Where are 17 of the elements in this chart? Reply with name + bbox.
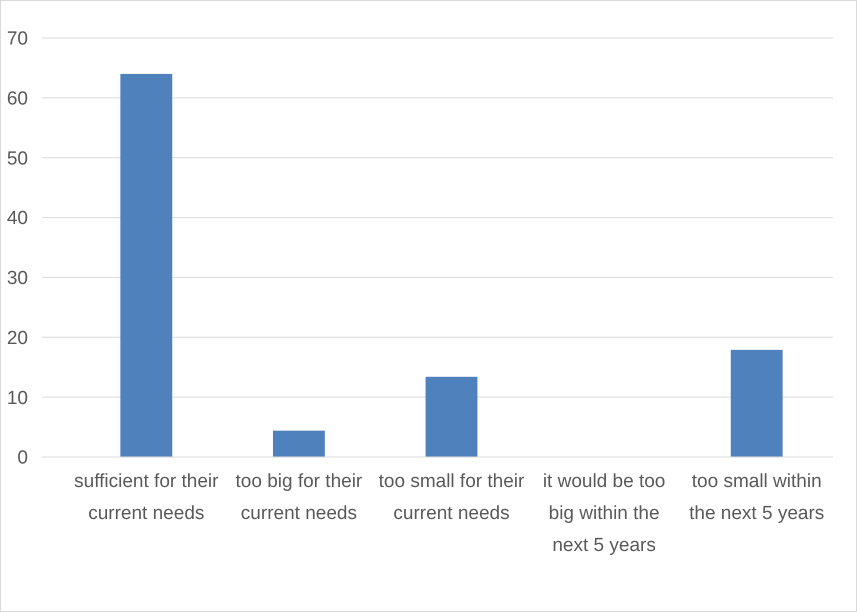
x-tick-label: too big for their current needs xyxy=(236,471,363,524)
y-tick-label: 30 xyxy=(6,268,28,290)
x-tick-label: it would be too big within the next 5 years xyxy=(542,471,666,556)
y-tick-label: 60 xyxy=(6,88,28,110)
y-tick-label: 10 xyxy=(6,388,28,409)
y-tick-label: 70 xyxy=(6,28,28,50)
y-tick-label: 0 xyxy=(17,448,28,469)
x-tick-label: too small for their current needs xyxy=(378,471,526,524)
y-tick-label: 20 xyxy=(6,328,28,349)
y-tick-label: 50 xyxy=(6,148,28,170)
bar xyxy=(120,74,172,457)
bar xyxy=(426,376,478,457)
bar xyxy=(730,350,783,457)
bar xyxy=(272,430,325,457)
y-tick-label: 40 xyxy=(6,208,28,230)
x-tick-label: too small within the next 5 years xyxy=(689,471,824,524)
x-tick-label: sufficient for their current needs xyxy=(74,471,220,524)
